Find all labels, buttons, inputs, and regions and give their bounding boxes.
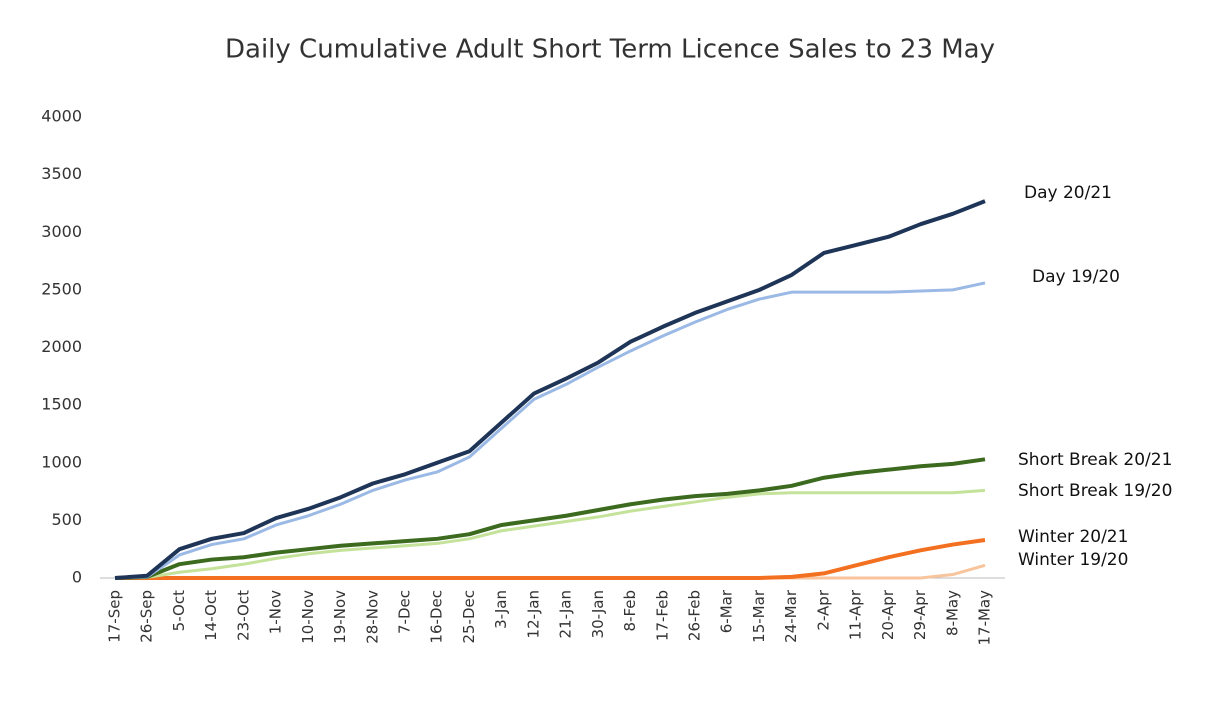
series-label: Winter 19/20: [1018, 550, 1128, 570]
y-tick-label: 4000: [41, 107, 82, 126]
y-tick-label: 3000: [41, 222, 82, 241]
x-tick-label: 8-Feb: [621, 590, 639, 632]
x-tick-label: 12-Jan: [524, 590, 542, 638]
y-tick-label: 0: [72, 568, 82, 587]
y-tick-label: 500: [51, 510, 82, 529]
series-label: Day 19/20: [1032, 267, 1120, 287]
y-tick-label: 1500: [41, 395, 82, 414]
y-tick-label: 3500: [41, 164, 82, 183]
y-tick-label: 2000: [41, 337, 82, 356]
x-tick-label: 21-Jan: [557, 590, 575, 638]
y-tick-label: 2500: [41, 279, 82, 298]
series-label: Winter 20/21: [1018, 527, 1128, 547]
x-tick-label: 14-Oct: [202, 590, 220, 641]
x-tick-label: 23-Oct: [234, 590, 252, 641]
x-tick-label: 26-Sep: [138, 590, 156, 643]
x-tick-label: 10-Nov: [299, 590, 317, 644]
x-tick-label: 5-Oct: [170, 590, 188, 631]
series-label: Short Break 20/21: [1018, 450, 1172, 470]
x-tick-label: 7-Dec: [396, 590, 414, 634]
x-tick-label: 2-Apr: [814, 589, 832, 630]
x-tick-label: 20-Apr: [879, 589, 897, 640]
series-line: [114, 281, 986, 580]
series-label: Day 20/21: [1024, 183, 1112, 203]
chart-title: Daily Cumulative Adult Short Term Licenc…: [225, 35, 995, 65]
y-tick-label: 1000: [41, 452, 82, 471]
x-tick-label: 28-Nov: [363, 590, 381, 644]
x-tick-label: 29-Apr: [911, 589, 929, 640]
x-tick-label: 8-May: [943, 590, 961, 636]
x-tick-label: 3-Jan: [492, 590, 510, 629]
x-tick-label: 25-Dec: [460, 590, 478, 644]
x-tick-label: 17-Sep: [106, 590, 124, 643]
x-tick-label: 19-Nov: [331, 590, 349, 644]
x-tick-label: 16-Dec: [428, 590, 446, 644]
x-tick-label: 17-Feb: [653, 590, 671, 641]
x-tick-label: 11-Apr: [847, 589, 865, 640]
x-tick-label: 6-Mar: [718, 589, 736, 633]
series-line: [114, 199, 986, 580]
x-tick-label: 30-Jan: [589, 590, 607, 638]
x-tick-label: 1-Nov: [267, 590, 285, 634]
series-line: [114, 457, 986, 580]
series-line: [115, 537, 986, 580]
series-label: Short Break 19/20: [1018, 481, 1172, 501]
x-tick-label: 26-Feb: [686, 590, 704, 641]
series-line: [114, 488, 986, 580]
x-tick-label: 24-Mar: [782, 589, 800, 643]
x-tick-label: 15-Mar: [750, 589, 768, 643]
x-tick-label: 17-May: [976, 590, 994, 646]
